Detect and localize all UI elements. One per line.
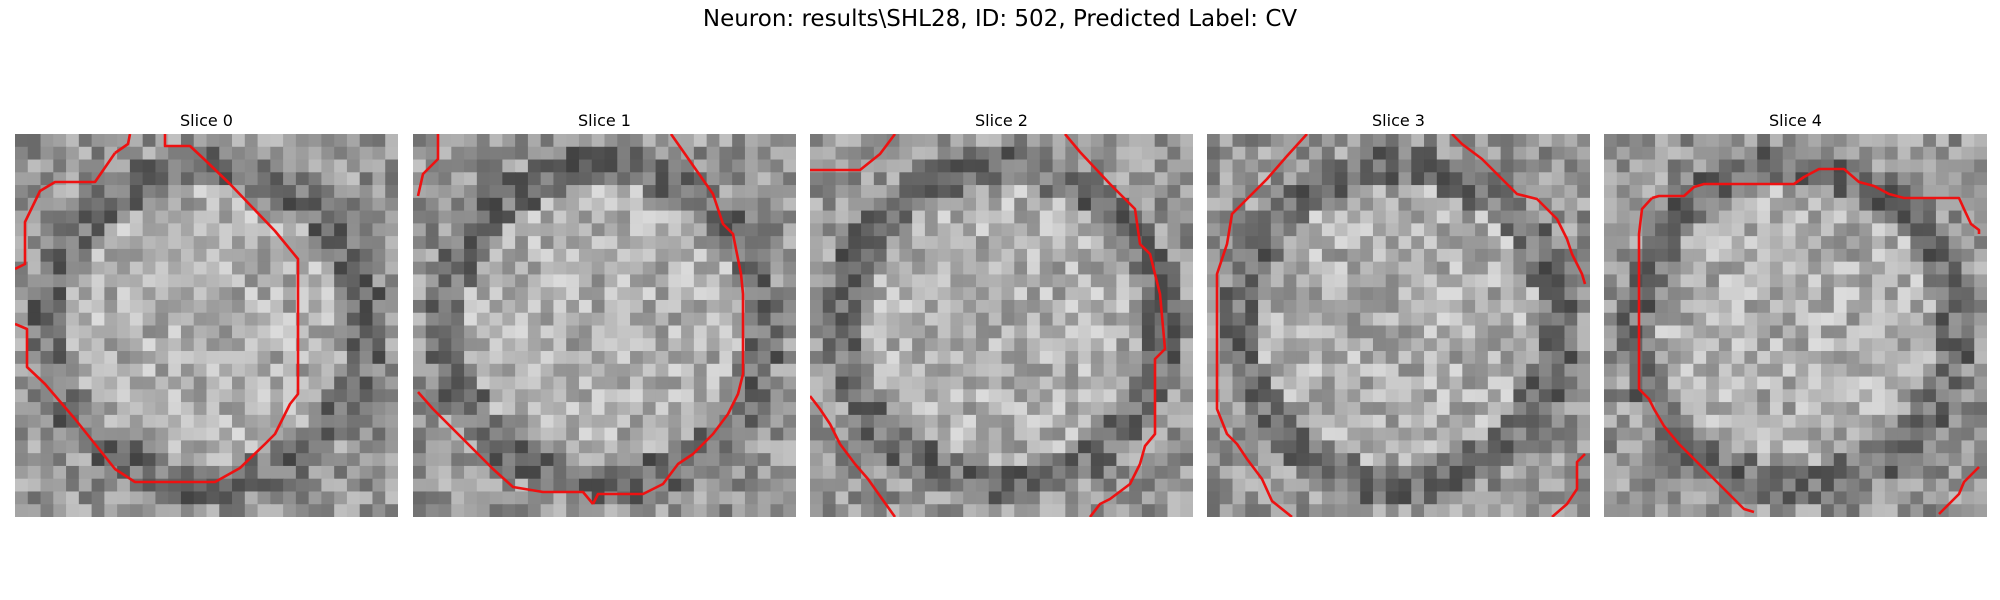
slice-panel-0: Slice 0 [15,108,398,517]
grayscale-pixels-0 [15,134,398,517]
slice-panel-3: Slice 3 [1207,108,1590,517]
contour-line-1 [416,134,440,197]
slice-panel-4: Slice 4 [1604,108,1987,517]
contour-line-2 [810,134,897,172]
grayscale-pixels-1 [413,134,796,517]
grayscale-pixels-4 [1604,134,1987,517]
contour-line-4 [1651,167,1981,234]
grayscale-pixels-2 [810,134,1193,517]
slice-image-1 [413,134,796,517]
slice-panel-1: Slice 1 [413,108,796,517]
slice-image-0 [15,134,398,517]
contour-line-4b [1637,197,1755,514]
contour-line-3b [1451,134,1587,285]
contour-line-1c [417,391,594,505]
grayscale-pixels-3 [1207,134,1590,517]
slice-title-1: Slice 1 [578,111,631,130]
contour-line-0b [15,134,300,484]
slice-panel-2: Slice 2 [810,108,1193,517]
contour-line-0c [15,152,117,271]
slice-image-2 [810,134,1193,517]
slice-image-4 [1604,134,1987,517]
slice-title-0: Slice 0 [180,111,233,130]
slice-title-3: Slice 3 [1372,111,1425,130]
contour-line-2b [1064,134,1167,517]
figure-title: Neuron: results\SHL28, ID: 502, Predicte… [702,6,1298,32]
slice-title-2: Slice 2 [975,111,1028,130]
slice-image-3 [1207,134,1590,517]
slice-title-4: Slice 4 [1769,111,1822,130]
contour-line-1b [591,134,745,505]
contour-line-4c [1938,466,1980,515]
contour-line-0 [114,134,132,155]
contour-line-2c [810,395,897,517]
contour-line-3 [1215,134,1308,517]
contour-line-3c [1551,453,1586,517]
